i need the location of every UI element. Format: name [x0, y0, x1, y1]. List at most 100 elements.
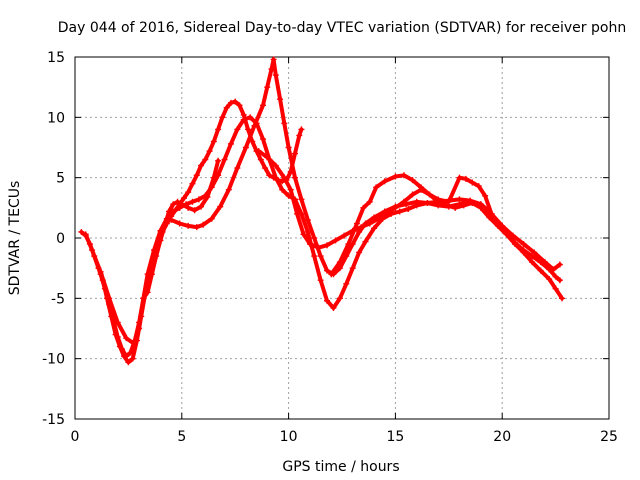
data-point [475, 183, 482, 190]
series-line [256, 149, 564, 301]
data-point [215, 157, 222, 164]
data-point [279, 186, 286, 193]
series-track-a [78, 98, 305, 366]
data-point [281, 174, 288, 181]
data-point [373, 184, 380, 191]
data-point [195, 196, 202, 203]
x-tick-label: 10 [280, 429, 298, 445]
data-point [296, 132, 303, 139]
data-point [375, 215, 382, 222]
data-point [247, 114, 254, 121]
x-tick-label: 5 [177, 429, 186, 445]
data-point [317, 253, 324, 260]
data-point [189, 198, 196, 205]
data-point [270, 56, 277, 63]
data-point [208, 215, 215, 222]
data-point [336, 295, 343, 302]
data-point [123, 335, 130, 342]
data-point [257, 156, 264, 163]
data-point [460, 202, 467, 209]
data-point [129, 355, 136, 362]
data-point [405, 206, 412, 213]
data-point [360, 204, 367, 211]
data-point [469, 179, 476, 186]
data-point [185, 222, 192, 229]
data-point [176, 204, 183, 211]
y-tick-label: 0 [56, 231, 65, 247]
data-point [225, 186, 232, 193]
data-point [366, 198, 373, 205]
data-point [281, 120, 288, 127]
data-point [106, 301, 113, 308]
data-point [262, 165, 269, 172]
data-point [541, 259, 548, 266]
data-point [255, 148, 262, 155]
data-point [559, 295, 566, 302]
data-point [426, 191, 433, 198]
data-point [311, 235, 318, 241]
y-tick-label: 10 [47, 110, 65, 126]
data-point [168, 216, 175, 223]
data-point [219, 114, 226, 121]
data-point [304, 216, 311, 223]
data-point [317, 277, 324, 284]
data-point [277, 96, 284, 103]
data-point [140, 295, 147, 302]
data-point [165, 208, 172, 215]
data-point [189, 180, 196, 187]
data-point [413, 198, 420, 205]
data-point [509, 232, 516, 239]
data-point [82, 231, 89, 238]
data-point [531, 249, 538, 256]
data-point [157, 237, 164, 244]
series-line [83, 115, 562, 347]
data-point [304, 228, 311, 235]
data-point [259, 102, 266, 109]
data-point [371, 225, 378, 232]
data-point [110, 317, 117, 324]
data-point [185, 189, 192, 196]
data-point [240, 116, 247, 123]
data-point [298, 126, 305, 133]
data-point [236, 102, 243, 109]
y-tick-label: -10 [42, 352, 65, 368]
data-point [272, 174, 279, 181]
data-point [456, 174, 463, 181]
data-point [259, 136, 266, 143]
data-point [332, 237, 339, 244]
data-point [358, 224, 365, 231]
data-point [178, 201, 185, 208]
data-point [127, 349, 134, 356]
data-point [234, 126, 241, 133]
series-track-b [82, 114, 563, 348]
data-point [89, 247, 96, 254]
data-point [131, 337, 138, 344]
data-point [529, 253, 536, 260]
data-point [191, 207, 198, 214]
data-point [285, 144, 292, 151]
y-axis-title: SDTVAR / TECUs [7, 181, 23, 296]
series-track-f [97, 157, 222, 360]
data-point [503, 231, 510, 238]
data-point [198, 203, 205, 210]
data-point [125, 359, 132, 366]
data-point [445, 198, 452, 205]
x-tick-label: 20 [493, 429, 511, 445]
data-point [123, 353, 130, 360]
data-point [383, 209, 390, 216]
data-point [118, 346, 125, 353]
data-point [234, 165, 241, 172]
data-point [268, 66, 275, 73]
data-point [400, 172, 407, 179]
data-point [311, 253, 318, 260]
data-point [349, 265, 356, 272]
data-point [315, 244, 322, 251]
data-point [552, 285, 559, 292]
data-point [324, 297, 331, 304]
data-point [488, 210, 495, 217]
data-point [520, 241, 527, 248]
y-tick-label: -5 [51, 291, 65, 307]
data-point [324, 267, 331, 274]
data-point [148, 271, 155, 278]
data-point [477, 204, 484, 211]
